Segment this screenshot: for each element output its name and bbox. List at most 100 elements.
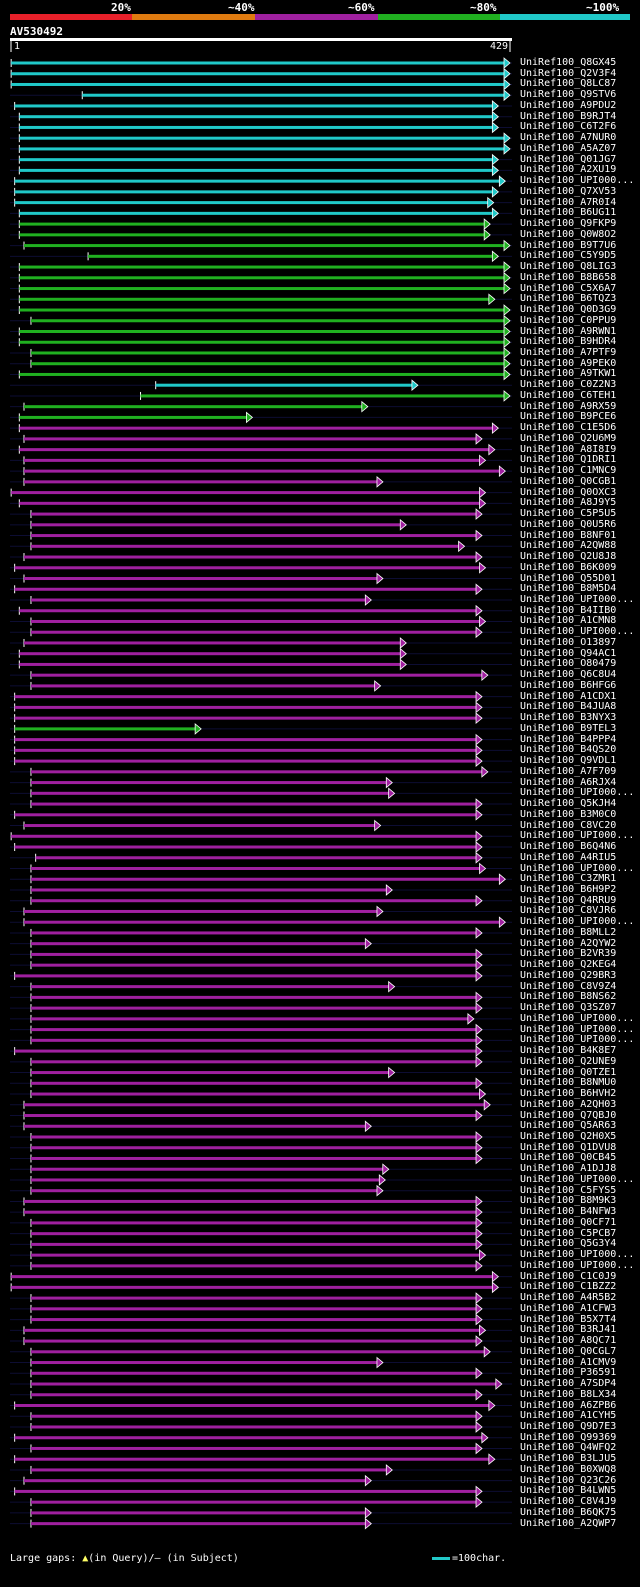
hit-bar-89[interactable] [30, 1006, 478, 1010]
hit-bar-100[interactable] [23, 1124, 367, 1128]
hit-name-19[interactable]: UniRef100_C5Y9D5 [520, 250, 617, 262]
hit-name-118[interactable]: UniRef100_B5X7T4 [520, 1313, 617, 1325]
hit-bar-2[interactable] [11, 72, 506, 76]
hit-name-82[interactable]: UniRef100_B8MLL2 [520, 926, 617, 938]
hit-name-114[interactable]: UniRef100_C1C0J9 [520, 1270, 617, 1282]
hit-name-16[interactable]: UniRef100_Q9FKP9 [520, 218, 617, 230]
hit-bar-40[interactable] [23, 480, 378, 484]
hit-name-137[interactable]: UniRef100_A2QWP7 [520, 1517, 617, 1529]
hit-name-133[interactable]: UniRef100_Q23C26 [520, 1474, 617, 1486]
hit-bar-38[interactable] [23, 458, 481, 462]
hit-bar-14[interactable] [14, 201, 489, 205]
hit-name-117[interactable]: UniRef100_A1CFW3 [520, 1302, 617, 1314]
hit-name-33[interactable]: UniRef100_A9RX59 [520, 400, 617, 412]
hit-bar-129[interactable] [14, 1436, 483, 1440]
hit-name-47[interactable]: UniRef100_Q2U8J8 [520, 551, 617, 563]
hit-name-44[interactable]: UniRef100_Q0U5R6 [520, 518, 617, 530]
hit-bar-82[interactable] [30, 931, 478, 935]
hit-name-68[interactable]: UniRef100_A6RJX4 [520, 776, 617, 788]
hit-name-128[interactable]: UniRef100_Q9D7E3 [520, 1420, 617, 1432]
hit-bar-71[interactable] [14, 813, 478, 817]
hit-name-62[interactable]: UniRef100_B3NYX3 [520, 712, 617, 724]
hit-name-91[interactable]: UniRef100_UPI000... [520, 1023, 635, 1035]
hit-name-23[interactable]: UniRef100_B6TQZ3 [520, 293, 617, 305]
hit-bar-135[interactable] [30, 1500, 478, 1504]
hit-bar-136[interactable] [30, 1511, 367, 1515]
hit-bar-106[interactable] [30, 1189, 378, 1193]
hit-name-1[interactable]: UniRef100_Q8GX45 [520, 57, 617, 68]
hit-name-15[interactable]: UniRef100_B6UG11 [520, 207, 617, 219]
hit-bar-108[interactable] [23, 1210, 478, 1214]
hit-name-11[interactable]: UniRef100_A2XU19 [520, 164, 617, 176]
hit-bar-95[interactable] [30, 1071, 390, 1075]
hit-name-26[interactable]: UniRef100_A9RWN1 [520, 325, 617, 337]
hit-name-27[interactable]: UniRef100_B9HDR4 [520, 336, 617, 348]
hit-bar-132[interactable] [30, 1468, 388, 1472]
hit-name-103[interactable]: UniRef100_Q0CB45 [520, 1152, 617, 1164]
hit-bar-36[interactable] [23, 437, 478, 441]
hit-name-74[interactable]: UniRef100_B6Q4N6 [520, 841, 617, 853]
hit-name-10[interactable]: UniRef100_Q01JG7 [520, 153, 617, 165]
hit-name-22[interactable]: UniRef100_C5X6A7 [520, 282, 617, 294]
hit-bar-17[interactable] [19, 233, 486, 237]
hit-bar-59[interactable] [30, 684, 376, 688]
hit-bar-31[interactable] [155, 383, 413, 387]
hit-bar-1[interactable] [11, 61, 506, 65]
hit-bar-62[interactable] [14, 716, 478, 720]
hit-name-109[interactable]: UniRef100_Q0CF71 [520, 1216, 617, 1228]
hit-name-75[interactable]: UniRef100_A4RIU5 [520, 851, 617, 863]
hit-name-90[interactable]: UniRef100_UPI000... [520, 1012, 635, 1024]
hit-bar-68[interactable] [30, 781, 388, 785]
hit-bar-55[interactable] [23, 641, 402, 645]
hit-name-38[interactable]: UniRef100_Q1DRI1 [520, 454, 617, 466]
hit-bar-126[interactable] [14, 1404, 490, 1407]
hit-bar-93[interactable] [14, 1049, 478, 1053]
hit-name-5[interactable]: UniRef100_A9PDU2 [520, 99, 617, 111]
hit-name-113[interactable]: UniRef100_UPI000... [520, 1259, 635, 1271]
hit-bar-52[interactable] [19, 609, 478, 613]
hit-name-28[interactable]: UniRef100_A7PTF9 [520, 346, 617, 358]
hit-name-69[interactable]: UniRef100_UPI000... [520, 787, 635, 799]
hit-name-2[interactable]: UniRef100_Q2V3F4 [520, 67, 617, 79]
hit-name-4[interactable]: UniRef100_Q9STV6 [520, 89, 617, 101]
hit-bar-32[interactable] [140, 394, 505, 398]
hit-bar-26[interactable] [19, 330, 506, 333]
hit-name-131[interactable]: UniRef100_B3LJU5 [520, 1453, 617, 1465]
hit-name-125[interactable]: UniRef100_B8LX34 [520, 1388, 617, 1400]
hit-name-34[interactable]: UniRef100_B9PCE6 [520, 411, 617, 423]
hit-name-81[interactable]: UniRef100_UPI000... [520, 916, 635, 928]
hit-name-56[interactable]: UniRef100_Q94AC1 [520, 647, 617, 659]
hit-name-104[interactable]: UniRef100_A1DJJ8 [520, 1163, 617, 1175]
hit-bar-88[interactable] [30, 995, 478, 999]
hit-name-92[interactable]: UniRef100_UPI000... [520, 1034, 635, 1046]
hit-bar-111[interactable] [30, 1242, 478, 1246]
hit-bar-34[interactable] [19, 415, 248, 419]
hit-bar-98[interactable] [23, 1103, 486, 1107]
hit-bar-46[interactable] [30, 544, 460, 548]
hit-name-132[interactable]: UniRef100_B0XWQ8 [520, 1463, 617, 1475]
hit-bar-25[interactable] [30, 319, 505, 323]
hit-bar-29[interactable] [30, 362, 505, 366]
hit-bar-79[interactable] [30, 899, 478, 903]
hit-bar-12[interactable] [14, 179, 501, 183]
hit-bar-137[interactable] [30, 1522, 367, 1526]
hit-name-58[interactable]: UniRef100_Q6C8U4 [520, 669, 617, 681]
hit-bar-118[interactable] [30, 1318, 478, 1322]
hit-name-122[interactable]: UniRef100_A1CMV9 [520, 1356, 617, 1368]
hit-name-55[interactable]: UniRef100_O13897 [520, 636, 617, 648]
hit-bar-57[interactable] [19, 662, 402, 666]
hit-bar-72[interactable] [23, 824, 376, 828]
hit-bar-97[interactable] [30, 1092, 481, 1096]
hit-name-24[interactable]: UniRef100_Q0D3G9 [520, 304, 617, 316]
hit-bar-64[interactable] [14, 738, 478, 742]
hit-name-12[interactable]: UniRef100_UPI000... [520, 175, 635, 187]
hit-bar-53[interactable] [30, 619, 481, 623]
hit-name-51[interactable]: UniRef100_UPI000... [520, 594, 635, 605]
hit-bar-39[interactable] [23, 469, 501, 473]
hit-bar-58[interactable] [30, 673, 483, 677]
hit-bar-85[interactable] [30, 963, 478, 967]
hit-bar-54[interactable] [30, 630, 478, 634]
hit-name-31[interactable]: UniRef100_C0Z2N3 [520, 379, 617, 391]
hit-bar-65[interactable] [14, 748, 478, 752]
hit-name-43[interactable]: UniRef100_C5P5U5 [520, 508, 617, 520]
